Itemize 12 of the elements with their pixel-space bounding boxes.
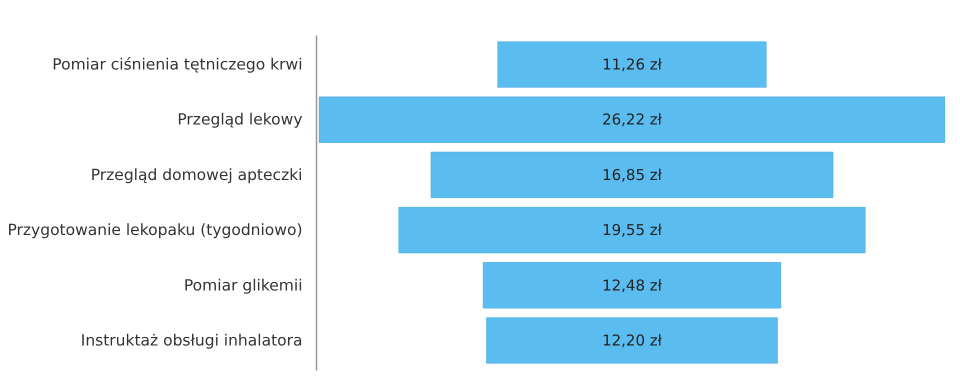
data-label: 19,55 zł [602, 221, 663, 240]
data-label: 26,22 zł [602, 110, 663, 129]
category-label: Przygotowanie lekopaku (tygodniowo) [7, 221, 302, 240]
category-label: Przegląd domowej apteczki [90, 166, 302, 184]
category-label: Przegląd lekowy [177, 110, 302, 129]
data-label: 12,48 zł [602, 276, 663, 294]
category-label: Pomiar ciśnienia tętniczego krwi [52, 56, 302, 74]
data-label: 11,26 zł [602, 56, 663, 74]
category-label: Instruktaż obsługi inhalatora [80, 331, 302, 350]
data-label: 12,20 zł [602, 331, 663, 350]
category-label: Pomiar glikemii [184, 276, 302, 294]
data-label: 16,85 zł [602, 166, 663, 184]
